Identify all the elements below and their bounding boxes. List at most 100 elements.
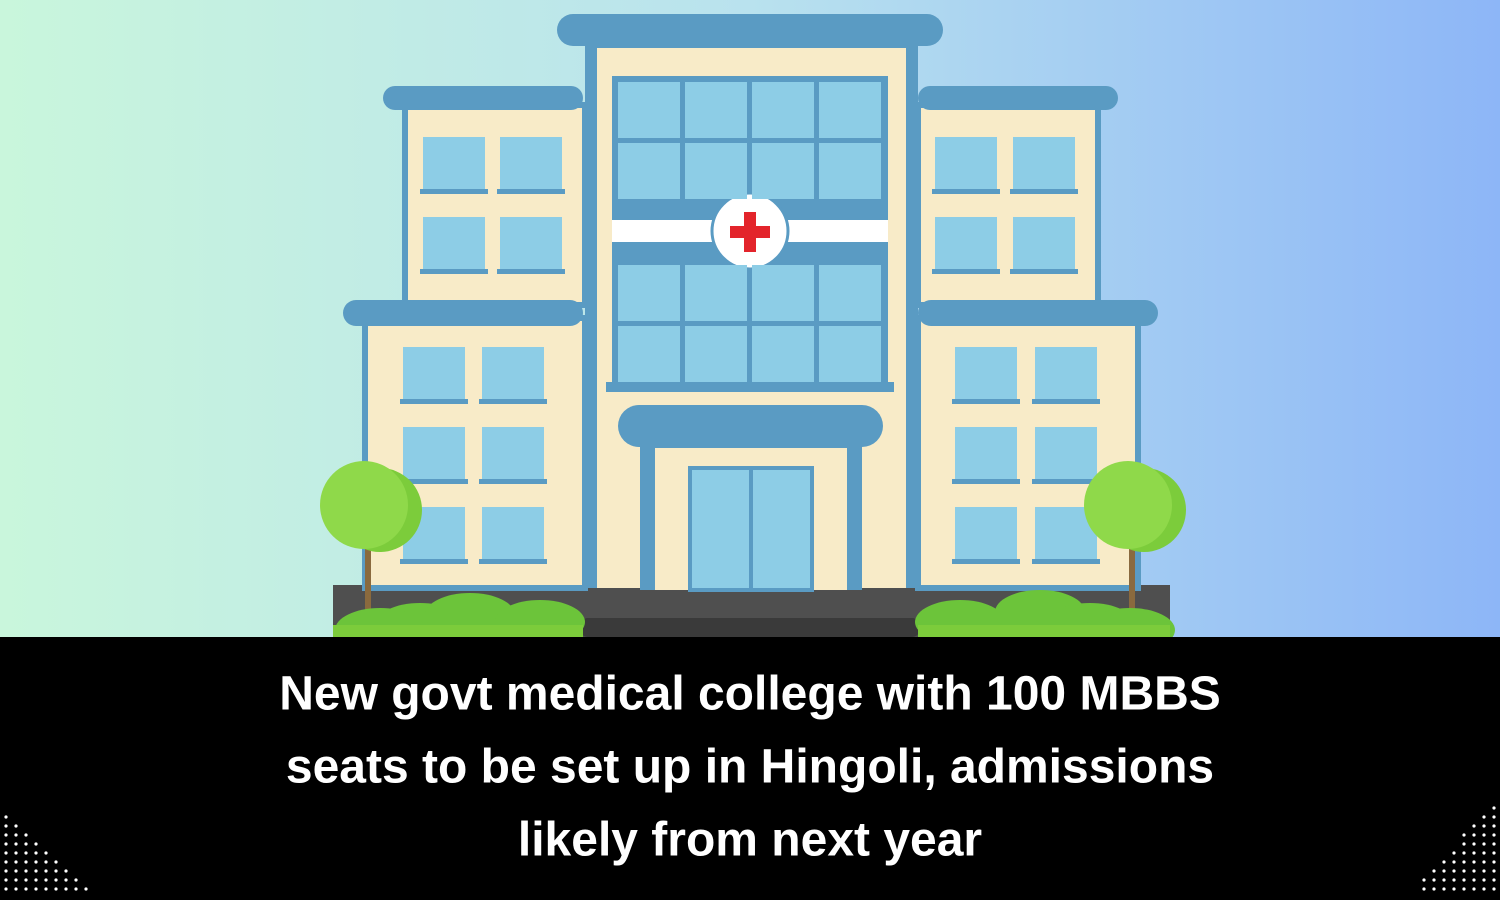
window-sill: [1032, 399, 1100, 404]
dot: [1472, 833, 1476, 837]
tree-crown: [1084, 461, 1172, 549]
dot: [1462, 887, 1466, 891]
dot: [14, 842, 18, 846]
caption-band: [0, 637, 1500, 900]
dot: [1472, 842, 1476, 846]
dot: [1442, 878, 1446, 882]
hospital-illustration: [333, 14, 1170, 637]
glass-pane: [685, 265, 747, 321]
decoration: [320, 461, 1186, 652]
glass-pane: [819, 143, 881, 199]
dot: [1482, 833, 1486, 837]
dot: [1452, 869, 1456, 873]
window: [500, 217, 562, 269]
window: [423, 217, 485, 269]
dot: [1462, 851, 1466, 855]
dot: [24, 833, 28, 837]
dot: [1492, 842, 1496, 846]
window: [955, 427, 1017, 479]
headline-line: likely from next year: [518, 814, 982, 867]
dot: [1432, 869, 1436, 873]
dot: [34, 851, 38, 855]
window: [1013, 217, 1075, 269]
dot: [44, 878, 48, 882]
glass-pane: [752, 326, 814, 382]
dot: [1492, 824, 1496, 828]
dot: [1472, 869, 1476, 873]
dot: [14, 851, 18, 855]
dot: [1452, 887, 1456, 891]
glass-pane: [685, 326, 747, 382]
dot: [1492, 806, 1496, 810]
dot: [4, 833, 8, 837]
dot: [1492, 869, 1496, 873]
dot: [44, 860, 48, 864]
roof: [383, 86, 583, 110]
dot: [1472, 860, 1476, 864]
dot: [1492, 878, 1496, 882]
dot: [1482, 842, 1486, 846]
dot: [34, 887, 38, 891]
dot: [74, 878, 78, 882]
window-sill: [400, 399, 468, 404]
dot: [24, 860, 28, 864]
window-sill: [479, 479, 547, 484]
window-sill: [400, 559, 468, 564]
window-sill: [479, 399, 547, 404]
headline-line: seats to be set up in Hingoli, admission…: [286, 741, 1214, 794]
dot: [44, 869, 48, 873]
glass-pane: [618, 326, 680, 382]
dot: [34, 860, 38, 864]
dot: [34, 878, 38, 882]
ledge: [606, 382, 894, 392]
dot: [1462, 869, 1466, 873]
dot: [1442, 869, 1446, 873]
dot: [4, 860, 8, 864]
dot: [1492, 815, 1496, 819]
roof: [557, 14, 943, 46]
dot: [14, 833, 18, 837]
dot: [4, 815, 8, 819]
window-sill: [1032, 559, 1100, 564]
dot: [4, 869, 8, 873]
dot: [1482, 815, 1486, 819]
window-sill: [952, 399, 1020, 404]
window-sill: [420, 269, 488, 274]
dot: [34, 869, 38, 873]
dot: [4, 824, 8, 828]
dot: [4, 878, 8, 882]
dot: [4, 887, 8, 891]
dot: [1442, 860, 1446, 864]
dot: [1492, 860, 1496, 864]
dot: [34, 842, 38, 846]
dot: [14, 860, 18, 864]
glass-pane: [819, 82, 881, 138]
dot: [1482, 860, 1486, 864]
window-sill: [497, 189, 565, 194]
dot: [24, 869, 28, 873]
dot: [1482, 869, 1486, 873]
dot: [54, 878, 58, 882]
steps: [580, 618, 920, 637]
glass-pane: [752, 143, 814, 199]
wing: [915, 102, 1101, 308]
window-sill: [420, 189, 488, 194]
dot: [1482, 851, 1486, 855]
window-sill: [952, 559, 1020, 564]
wing: [915, 315, 1141, 591]
glass-pane: [685, 82, 747, 138]
glass-pane: [618, 143, 680, 199]
roof: [343, 300, 583, 326]
window: [482, 347, 544, 399]
dot: [24, 887, 28, 891]
dot: [1432, 887, 1436, 891]
window: [955, 507, 1017, 559]
dot: [1422, 887, 1426, 891]
dot: [1442, 887, 1446, 891]
wing: [402, 102, 588, 308]
dot: [84, 887, 88, 891]
dot: [1482, 878, 1486, 882]
headline-line: New govt medical college with 100 MBBS: [279, 668, 1221, 721]
